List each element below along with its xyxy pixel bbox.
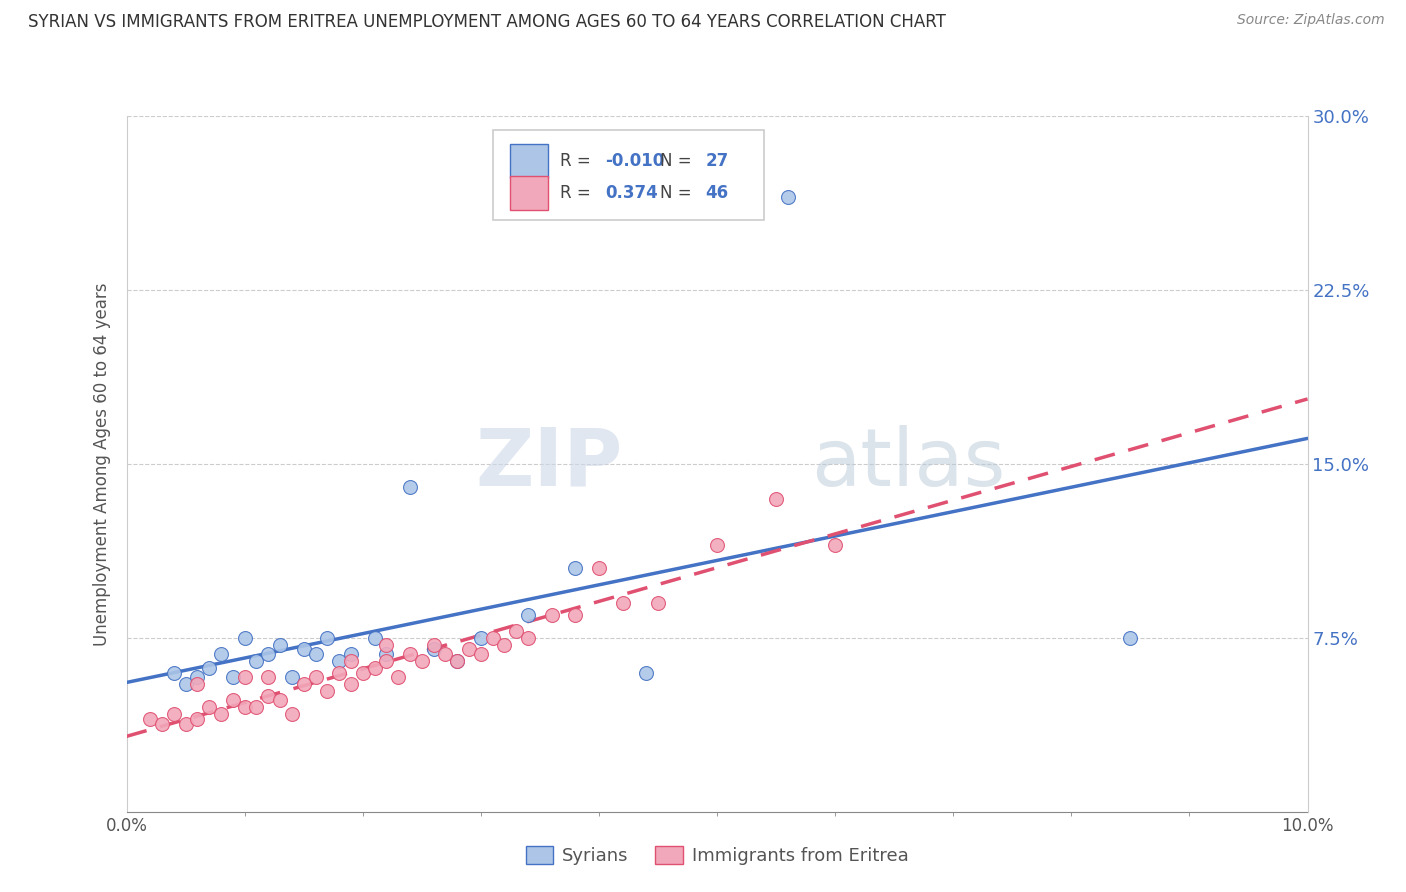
Point xyxy=(328,654,350,668)
Point xyxy=(281,670,304,684)
Point xyxy=(824,538,846,552)
Point xyxy=(540,607,562,622)
Point xyxy=(352,665,374,680)
Point xyxy=(222,670,245,684)
Point xyxy=(340,647,363,661)
Point xyxy=(647,596,669,610)
Point xyxy=(470,647,492,661)
Text: 0.374: 0.374 xyxy=(605,184,658,202)
Point xyxy=(481,631,503,645)
Text: N =: N = xyxy=(661,152,697,169)
Point xyxy=(765,491,787,506)
Point xyxy=(139,712,162,726)
Text: Source: ZipAtlas.com: Source: ZipAtlas.com xyxy=(1237,13,1385,28)
Text: -0.010: -0.010 xyxy=(605,152,664,169)
Text: atlas: atlas xyxy=(811,425,1005,503)
Point xyxy=(281,707,304,722)
Point xyxy=(269,693,291,707)
Point xyxy=(174,677,197,691)
FancyBboxPatch shape xyxy=(510,144,548,178)
Point xyxy=(636,665,658,680)
Point xyxy=(375,654,398,668)
Point xyxy=(375,638,398,652)
Point xyxy=(186,670,208,684)
Point xyxy=(375,647,398,661)
Point xyxy=(222,693,245,707)
Point xyxy=(776,190,799,204)
Point xyxy=(434,647,457,661)
Point xyxy=(411,654,433,668)
Point xyxy=(494,638,516,652)
Point xyxy=(612,596,634,610)
Point xyxy=(328,665,350,680)
Text: 27: 27 xyxy=(706,152,728,169)
Point xyxy=(292,677,315,691)
Point xyxy=(209,707,232,722)
Text: N =: N = xyxy=(661,184,697,202)
Point xyxy=(198,661,221,675)
Point xyxy=(163,707,186,722)
Point xyxy=(186,712,208,726)
Point xyxy=(340,677,363,691)
Text: SYRIAN VS IMMIGRANTS FROM ERITREA UNEMPLOYMENT AMONG AGES 60 TO 64 YEARS CORRELA: SYRIAN VS IMMIGRANTS FROM ERITREA UNEMPL… xyxy=(28,13,946,31)
Point xyxy=(150,716,173,731)
Point xyxy=(186,677,208,691)
Point xyxy=(198,700,221,714)
Point xyxy=(257,689,280,703)
Point xyxy=(269,638,291,652)
Point xyxy=(233,631,256,645)
Point xyxy=(174,716,197,731)
Y-axis label: Unemployment Among Ages 60 to 64 years: Unemployment Among Ages 60 to 64 years xyxy=(93,282,111,646)
Point xyxy=(458,642,481,657)
FancyBboxPatch shape xyxy=(492,130,765,220)
Point xyxy=(446,654,468,668)
Point xyxy=(446,654,468,668)
Point xyxy=(470,631,492,645)
FancyBboxPatch shape xyxy=(510,176,548,210)
Point xyxy=(304,670,326,684)
Legend: Syrians, Immigrants from Eritrea: Syrians, Immigrants from Eritrea xyxy=(519,838,915,872)
Point xyxy=(422,638,444,652)
Point xyxy=(233,700,256,714)
Text: 46: 46 xyxy=(706,184,728,202)
Point xyxy=(316,684,339,698)
Point xyxy=(245,700,267,714)
Point xyxy=(363,661,385,675)
Point xyxy=(505,624,527,638)
Point xyxy=(399,647,422,661)
Point xyxy=(399,480,422,494)
Point xyxy=(304,647,326,661)
Point xyxy=(588,561,610,575)
Point xyxy=(163,665,186,680)
Point xyxy=(387,670,409,684)
Point xyxy=(340,654,363,668)
Point xyxy=(1119,631,1142,645)
Text: R =: R = xyxy=(560,152,596,169)
Point xyxy=(257,647,280,661)
Point xyxy=(257,670,280,684)
Point xyxy=(292,642,315,657)
Point xyxy=(209,647,232,661)
Point xyxy=(517,631,540,645)
Point xyxy=(363,631,385,645)
Text: R =: R = xyxy=(560,184,596,202)
Point xyxy=(245,654,267,668)
Point xyxy=(422,642,444,657)
Point xyxy=(517,607,540,622)
Text: ZIP: ZIP xyxy=(475,425,623,503)
Point xyxy=(233,670,256,684)
Point xyxy=(706,538,728,552)
Point xyxy=(564,607,586,622)
Point xyxy=(316,631,339,645)
Point xyxy=(564,561,586,575)
